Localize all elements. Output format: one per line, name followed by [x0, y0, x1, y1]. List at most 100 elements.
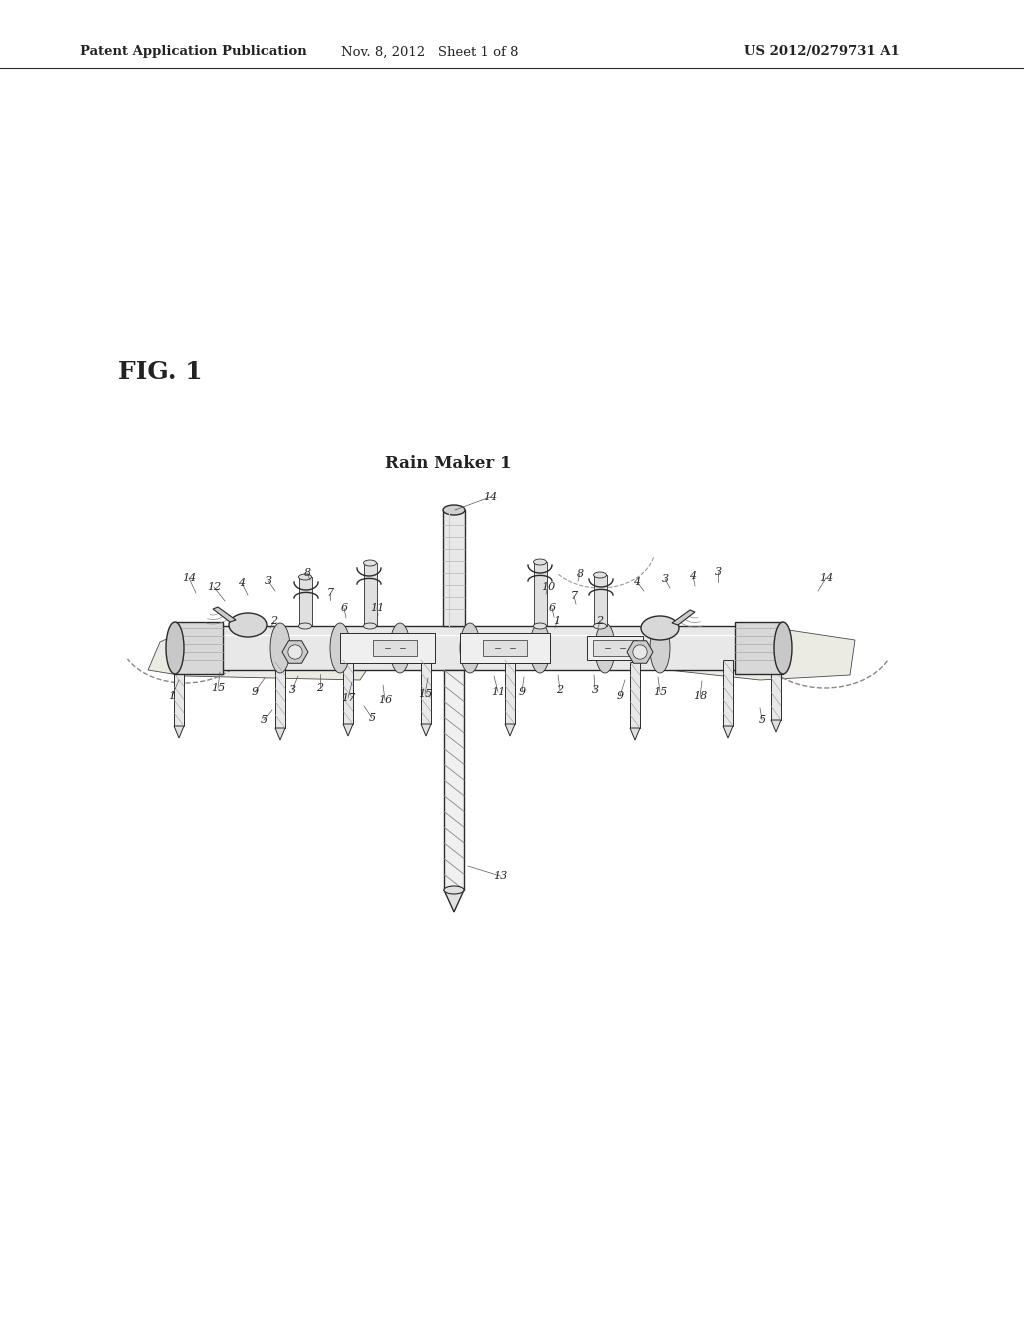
Ellipse shape: [270, 623, 290, 673]
Bar: [505, 660, 515, 723]
Bar: [343, 660, 353, 723]
Ellipse shape: [594, 572, 606, 578]
Bar: [593, 640, 637, 656]
Bar: [340, 634, 435, 663]
Text: 5: 5: [369, 713, 376, 723]
Text: 15: 15: [653, 686, 667, 697]
Bar: [444, 671, 464, 890]
Ellipse shape: [443, 506, 465, 515]
Text: 5: 5: [260, 715, 267, 725]
Text: 15: 15: [211, 682, 225, 693]
Bar: [594, 576, 607, 626]
Text: 17: 17: [341, 693, 355, 704]
Text: 6: 6: [340, 603, 347, 612]
Text: 1: 1: [168, 690, 175, 701]
Text: Nov. 8, 2012   Sheet 1 of 8: Nov. 8, 2012 Sheet 1 of 8: [341, 45, 519, 58]
Text: 3: 3: [592, 685, 599, 696]
Bar: [723, 660, 733, 726]
Text: 2: 2: [556, 685, 563, 696]
Text: 11: 11: [370, 603, 384, 612]
Text: Rain Maker 1: Rain Maker 1: [385, 455, 511, 473]
Text: 3: 3: [662, 574, 669, 583]
Text: Patent Application Publication: Patent Application Publication: [80, 45, 307, 58]
Text: 4: 4: [634, 577, 641, 587]
Text: 3: 3: [264, 576, 271, 586]
Text: 6: 6: [549, 603, 556, 612]
Ellipse shape: [444, 886, 464, 894]
Polygon shape: [343, 723, 353, 737]
Ellipse shape: [750, 626, 774, 671]
Polygon shape: [630, 729, 640, 741]
Polygon shape: [771, 719, 781, 733]
Bar: [174, 660, 184, 726]
Text: 13: 13: [493, 871, 507, 880]
Text: 2: 2: [270, 616, 278, 626]
Text: 9: 9: [252, 686, 259, 697]
Ellipse shape: [364, 560, 377, 566]
Bar: [443, 510, 465, 626]
Polygon shape: [213, 607, 236, 622]
Text: 3: 3: [289, 685, 296, 696]
Text: 14: 14: [819, 573, 834, 583]
Text: FIG. 1: FIG. 1: [118, 360, 203, 384]
Ellipse shape: [299, 623, 311, 630]
Text: 14: 14: [483, 492, 497, 502]
Polygon shape: [421, 723, 431, 737]
Bar: [460, 634, 550, 663]
Ellipse shape: [641, 616, 679, 640]
Polygon shape: [723, 726, 733, 738]
Ellipse shape: [595, 623, 615, 673]
Text: 8: 8: [303, 568, 310, 578]
Bar: [299, 577, 312, 626]
Ellipse shape: [364, 623, 377, 630]
Text: 2: 2: [316, 682, 324, 693]
Text: 2: 2: [596, 616, 603, 626]
Bar: [534, 562, 547, 626]
Text: 4: 4: [239, 578, 246, 587]
Bar: [373, 640, 417, 656]
Text: 12: 12: [207, 582, 221, 591]
Text: 5: 5: [759, 715, 766, 725]
Bar: [483, 640, 527, 656]
Polygon shape: [672, 610, 695, 624]
Bar: [421, 660, 431, 723]
Ellipse shape: [460, 623, 480, 673]
Text: 7: 7: [570, 591, 578, 601]
Text: 14: 14: [182, 573, 197, 583]
Polygon shape: [275, 729, 285, 741]
Polygon shape: [174, 726, 184, 738]
Text: 16: 16: [378, 696, 392, 705]
Bar: [735, 622, 783, 675]
Text: US 2012/0279731 A1: US 2012/0279731 A1: [744, 45, 900, 58]
Polygon shape: [650, 626, 855, 680]
Text: 4: 4: [689, 572, 696, 581]
Ellipse shape: [534, 558, 547, 565]
Ellipse shape: [530, 623, 550, 673]
Bar: [175, 622, 223, 675]
Ellipse shape: [166, 622, 184, 675]
Ellipse shape: [534, 623, 547, 630]
Ellipse shape: [774, 622, 792, 675]
Bar: [275, 663, 285, 729]
Bar: [364, 564, 377, 626]
Bar: [367, 636, 423, 660]
Bar: [771, 649, 781, 719]
Polygon shape: [505, 723, 515, 737]
Text: 15: 15: [418, 689, 432, 700]
Polygon shape: [282, 640, 308, 663]
Ellipse shape: [229, 612, 267, 638]
Polygon shape: [627, 640, 653, 663]
Circle shape: [288, 645, 302, 659]
Ellipse shape: [183, 626, 207, 671]
Bar: [477, 636, 534, 660]
Ellipse shape: [390, 623, 410, 673]
Ellipse shape: [650, 623, 670, 673]
Text: 10: 10: [541, 582, 555, 591]
Text: 9: 9: [518, 686, 525, 697]
Polygon shape: [444, 890, 464, 912]
Text: 18: 18: [693, 690, 708, 701]
Circle shape: [633, 645, 647, 659]
Text: 3: 3: [715, 568, 722, 577]
Text: 11: 11: [490, 686, 505, 697]
Polygon shape: [148, 626, 380, 680]
